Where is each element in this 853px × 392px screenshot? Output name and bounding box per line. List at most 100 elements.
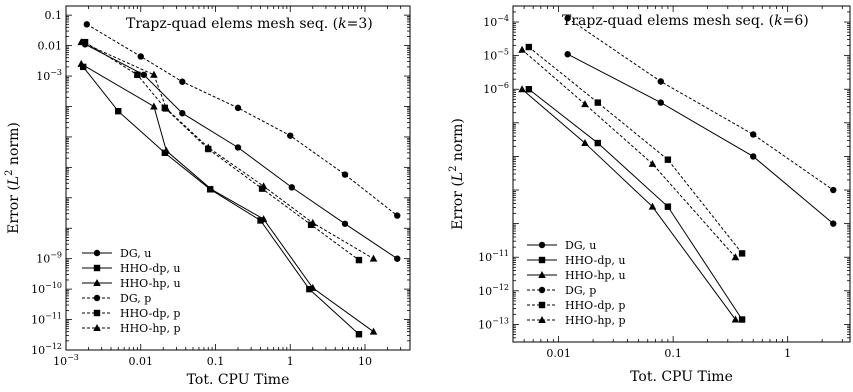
data-point [235, 105, 241, 111]
chart-title: Trapz-quad elems mesh seq. (k=3) [126, 16, 373, 32]
data-point [595, 99, 601, 105]
y-tick-label: 10−12 [478, 283, 509, 298]
data-point [150, 102, 158, 109]
data-point [665, 156, 671, 162]
y-tick-label: 0.1 [45, 9, 63, 22]
y-tick-label: 10−10 [31, 281, 62, 296]
series-line [87, 24, 397, 215]
data-point [115, 108, 121, 114]
legend-label: DG, u [120, 247, 151, 260]
data-point [658, 99, 664, 105]
data-point [179, 79, 185, 85]
data-point [518, 85, 526, 92]
y-tick-label: 10−11 [478, 249, 509, 264]
x-tick-label: 10 [358, 355, 372, 368]
series-line [85, 42, 359, 260]
series-hho-hp-p [77, 38, 377, 262]
x-axis-label: Tot. CPU Time [187, 372, 290, 388]
series-dg-p [564, 15, 836, 193]
data-point [289, 184, 295, 190]
x-tick-label: 0.01 [128, 355, 153, 368]
series-hho-dp-p [82, 39, 362, 263]
y-tick-label: 10−5 [483, 48, 509, 63]
data-point [830, 220, 836, 226]
y-tick-label: 10−13 [478, 316, 509, 331]
data-point [138, 53, 144, 59]
y-tick-label: 10−9 [36, 251, 62, 266]
x-axis-label: Tot. CPU Time [630, 369, 733, 385]
data-point [394, 255, 400, 261]
legend-label: HHO-dp, p [120, 307, 180, 320]
legend-label: HHO-hp, p [565, 314, 625, 327]
data-point [370, 328, 378, 335]
series-line [85, 44, 397, 258]
legend-label: HHO-dp, u [565, 254, 625, 267]
legend-label: HHO-dp, p [565, 299, 625, 312]
y-tick-label: 10−3 [36, 68, 62, 83]
y-tick-label: 10−6 [483, 81, 509, 96]
series-hho-hp-p [518, 46, 739, 261]
data-point [150, 71, 158, 78]
series-dg-p [84, 21, 401, 219]
data-point [665, 203, 671, 209]
data-point [84, 21, 90, 27]
plot-frame [66, 6, 410, 350]
x-tick-label: 1 [287, 355, 294, 368]
data-point [141, 72, 147, 78]
legend-label: HHO-hp, p [120, 322, 180, 335]
data-point [518, 46, 526, 53]
data-point [581, 139, 589, 146]
y-axis-label: Error (L2 norm) [4, 122, 22, 234]
x-tick-label: 1 [784, 347, 791, 360]
data-point [356, 257, 362, 263]
chart-title: Trapz-quad elems mesh seq. (k=6) [562, 13, 809, 29]
legend: DG, u HHO-dp, u HHO-hp, u DG, p HHO-dp, p HHO… [82, 247, 181, 335]
legend-marker [539, 242, 545, 248]
series-hho-hp-u [518, 85, 739, 322]
data-point [649, 160, 657, 167]
legend-label: HHO-dp, u [120, 262, 180, 275]
y-tick-label: 0.01 [38, 40, 63, 53]
data-point [750, 153, 756, 159]
data-point [830, 187, 836, 193]
x-tick-label: 10−3 [53, 353, 79, 368]
series-line [529, 47, 742, 253]
data-point [739, 316, 745, 322]
data-point [77, 60, 85, 67]
data-point [179, 110, 185, 116]
legend-marker [94, 250, 100, 256]
legend-label: DG, p [120, 292, 151, 305]
data-point [732, 253, 740, 260]
x-tick-label: 0.1 [207, 355, 225, 368]
legend: DG, u HHO-dp, u HHO-hp, u DG, p HHO-dp, p HHO… [527, 239, 626, 327]
data-point [581, 100, 589, 107]
legend-marker [94, 265, 100, 271]
legend-label: DG, p [565, 284, 596, 297]
data-point [370, 255, 378, 262]
legend-marker [539, 257, 545, 263]
data-point [287, 132, 293, 138]
legend-marker [94, 295, 100, 301]
x-tick-label: 0.1 [664, 347, 682, 360]
series-hho-dp-u [526, 86, 746, 323]
legend-label: HHO-hp, u [120, 277, 181, 290]
legend-marker [539, 302, 545, 308]
data-point [526, 86, 532, 92]
chart-panel-2: 0.01 0.1 1 10−4 10−5 10−6 10−11 10−12 10−13 Tot. … [448, 6, 850, 385]
data-point [526, 44, 532, 50]
plot-frame [513, 6, 850, 342]
legend-label: DG, u [565, 239, 596, 252]
data-point [235, 144, 241, 150]
data-point [564, 51, 570, 57]
legend-marker [94, 310, 100, 316]
series-hho-dp-p [526, 44, 746, 257]
data-point [750, 131, 756, 137]
legend-marker [539, 287, 545, 293]
series-line [522, 50, 735, 258]
y-tick-label: 10−11 [31, 312, 62, 327]
legend-label: HHO-hp, u [565, 269, 626, 282]
y-axis-label: Error (L2 norm) [448, 118, 466, 230]
y-tick-label: 10−4 [483, 14, 509, 29]
series-dg-u [82, 41, 401, 262]
